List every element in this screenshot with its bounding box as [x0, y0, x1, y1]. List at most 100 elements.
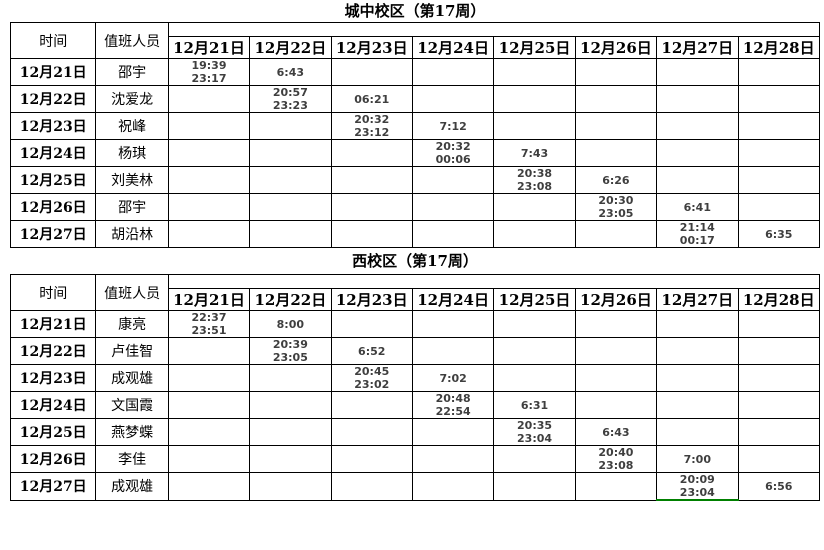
duty-time-cell: [167, 472, 251, 501]
duty-time-cell: [330, 139, 413, 167]
duty-time-cell: 7:02: [411, 364, 495, 392]
duty-time-cell: [411, 220, 495, 248]
duty-time-cell: [167, 112, 251, 140]
duty-time-cell: [167, 364, 251, 392]
duty-time-cell: [167, 391, 251, 419]
staff-name-cell: 刘美林: [95, 166, 169, 194]
duty-time-cell: [167, 85, 251, 113]
duty-row: 12月26日 邵宇 20:30 23:05 6:41: [9, 193, 820, 221]
duty-time-cell: [574, 139, 658, 167]
duty-time-cell: [737, 85, 820, 113]
duty-time-cell: [574, 220, 658, 248]
duty-time-cell: [493, 193, 576, 221]
duty-time-cell: [737, 58, 820, 86]
duty-time-cell: [411, 472, 495, 501]
staff-name-cell: 沈爱龙: [95, 85, 169, 113]
duty-time-cell: [167, 139, 251, 167]
duty-time-cell: 21:14 00:17: [656, 220, 739, 248]
duty-time-cell: [330, 418, 413, 446]
duty-time-cell: [249, 418, 332, 446]
duty-time-cell: 20:35 23:04: [493, 418, 576, 446]
duty-time-cell: 20:32 23:12: [330, 112, 413, 140]
duty-time-cell: 6:26: [574, 166, 658, 194]
duty-time-cell: 20:09 23:04: [656, 472, 739, 501]
duty-time-cell: 7:00: [656, 445, 739, 473]
duty-time-cell: [493, 220, 576, 248]
duty-time-cell: 20:57 23:23: [249, 85, 332, 113]
duty-row: 12月27日 成观雄 20:09 23:04 6:56: [9, 472, 820, 501]
duty-row: 12月21日 邵宇 19:39 23:17 6:43: [9, 58, 820, 86]
duty-time-cell: [411, 166, 495, 194]
duty-time-cell: [249, 445, 332, 473]
date-column-header: 12月21日: [167, 288, 251, 311]
duty-row: 12月25日 刘美林 20:38 23:08 6:26: [9, 166, 820, 194]
duty-time-cell: [656, 337, 739, 365]
staff-header-cell: 值班人员: [95, 274, 169, 311]
staff-name-cell: 康亮: [95, 310, 169, 338]
xiqu-duty-table: 时间 值班人员 12月21日 12月22日 12月23日 12月24日 12月25日 12月2…: [9, 274, 821, 501]
duty-time-cell: [656, 418, 739, 446]
time-header-cell: 时间: [9, 22, 97, 59]
duty-time-cell: [656, 85, 739, 113]
duty-time-cell: [330, 220, 413, 248]
staff-name-cell: 燕梦蝶: [95, 418, 169, 446]
date-column-header: 12月28日: [737, 288, 820, 311]
header-empty-strip: [167, 274, 821, 289]
row-date-cell: 12月24日: [9, 139, 97, 167]
header-empty-strip: [167, 22, 821, 37]
duty-time-cell: [411, 85, 495, 113]
row-date-cell: 12月23日: [9, 364, 97, 392]
row-date-cell: 12月26日: [9, 445, 97, 473]
duty-time-cell: [574, 58, 658, 86]
staff-name-cell: 邵宇: [95, 193, 169, 221]
date-column-header: 12月26日: [574, 36, 658, 59]
duty-time-cell: [574, 391, 658, 419]
duty-time-cell: [737, 445, 820, 473]
date-column-header: 12月24日: [411, 36, 495, 59]
duty-time-cell: [656, 310, 739, 338]
duty-time-cell: [493, 364, 576, 392]
duty-time-cell: [167, 166, 251, 194]
row-date-cell: 12月27日: [9, 220, 97, 248]
duty-time-cell: [330, 445, 413, 473]
date-column-header: 12月24日: [411, 288, 495, 311]
duty-time-cell: [249, 220, 332, 248]
duty-time-cell: [493, 112, 576, 140]
staff-name-cell: 祝峰: [95, 112, 169, 140]
chengzhong-table-title: 城中校区（第17周）: [344, 2, 486, 20]
row-date-cell: 12月27日: [9, 472, 97, 501]
chengzhong-duty-table: 时间 值班人员 12月21日 12月22日 12月23日 12月24日 12月25日 12月2…: [9, 22, 821, 248]
duty-time-cell: [330, 193, 413, 221]
duty-time-cell: [249, 112, 332, 140]
duty-time-cell: [411, 310, 495, 338]
row-date-cell: 12月22日: [9, 85, 97, 113]
duty-time-cell: [656, 364, 739, 392]
staff-name-cell: 卢佳智: [95, 337, 169, 365]
duty-time-cell: 20:38 23:08: [493, 166, 576, 194]
row-date-cell: 12月23日: [9, 112, 97, 140]
duty-row: 12月23日 祝峰 20:32 23:12 7:12: [9, 112, 820, 140]
duty-time-cell: [167, 445, 251, 473]
duty-time-cell: [656, 58, 739, 86]
duty-row: 12月24日 文国霞 20:48 22:54 6:31: [9, 391, 820, 419]
duty-time-cell: [493, 472, 576, 501]
duty-time-cell: 06:21: [330, 85, 413, 113]
duty-time-cell: [574, 112, 658, 140]
duty-row: 12月21日 康亮 22:37 23:51 8:00: [9, 310, 820, 338]
duty-time-cell: 6:43: [249, 58, 332, 86]
duty-row: 12月27日 胡沿林 21:14 00:17 6:35: [9, 220, 820, 248]
date-column-header: 12月23日: [330, 288, 413, 311]
date-column-header: 12月22日: [249, 36, 332, 59]
duty-time-cell: [574, 364, 658, 392]
date-column-header: 12月28日: [737, 36, 820, 59]
duty-time-cell: [249, 472, 332, 501]
duty-time-cell: [330, 310, 413, 338]
duty-time-cell: [574, 85, 658, 113]
row-date-cell: 12月21日: [9, 310, 97, 338]
duty-time-cell: 6:56: [737, 472, 820, 501]
duty-time-cell: [411, 337, 495, 365]
duty-time-cell: [411, 445, 495, 473]
duty-time-cell: [737, 193, 820, 221]
duty-row: 12月23日 成观雄 20:45 23:02 7:02: [9, 364, 820, 392]
duty-time-cell: [330, 166, 413, 194]
